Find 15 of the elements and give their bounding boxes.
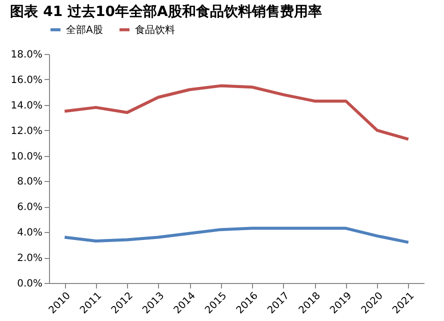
y-tick-label: 14.0% [10,100,42,112]
y-tick-label: 18.0% [10,50,42,60]
y-tick-label: 16.0% [10,74,42,86]
y-tick-label: 0.0% [17,278,42,290]
legend-label: 食品饮料 [135,24,175,36]
chart-title: 图表 41 过去10年全部A股和食品饮料销售费用率 [10,3,322,20]
y-tick-label: 6.0% [17,202,42,214]
y-tick-label: 2.0% [17,253,42,264]
y-tick-label: 8.0% [17,176,42,188]
legend-label: 全部A股 [66,24,103,36]
line-series [63,84,410,141]
y-tick-label: 4.0% [17,228,42,239]
y-tick-label: 12.0% [10,126,42,137]
y-tick-label: 10.0% [10,151,42,162]
line-series [63,226,410,244]
